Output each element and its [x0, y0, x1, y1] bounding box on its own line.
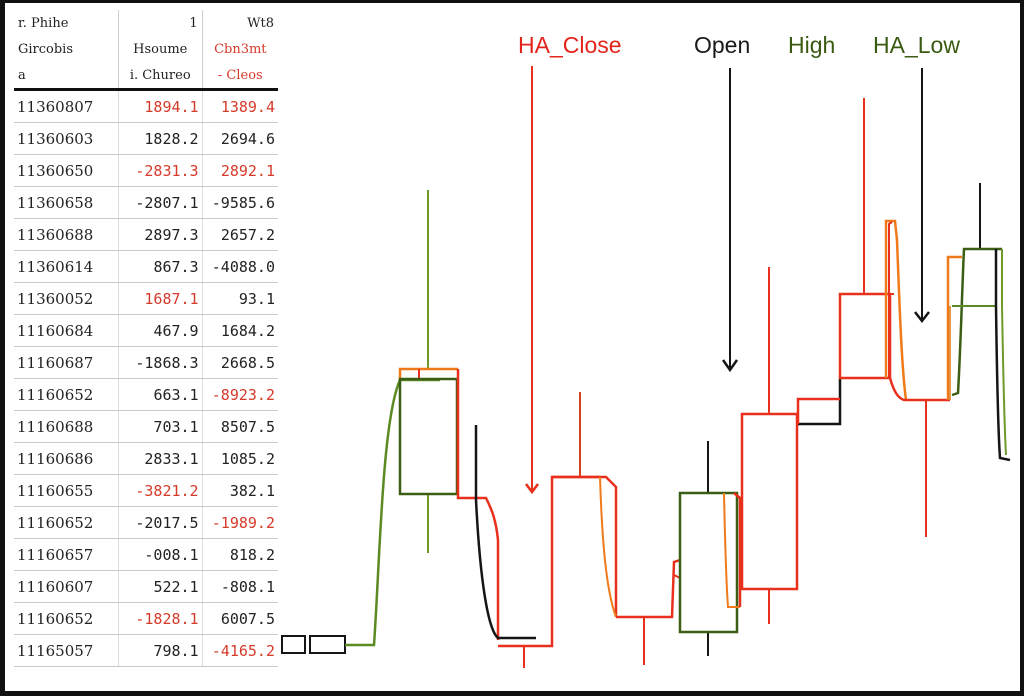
row-id-cell: 11160686: [14, 442, 119, 475]
value-b-cell: -9585.6: [201, 186, 278, 219]
value-a-cell: 663.1: [117, 378, 203, 411]
value-a-cell: 1894.1: [117, 89, 203, 123]
value-a-cell: 703.1: [117, 410, 203, 443]
row-id-cell: 11160657: [14, 538, 119, 571]
value-b-cell: 382.1: [201, 474, 278, 507]
legend-open: Open: [694, 32, 751, 58]
row-id-cell: 11160607: [14, 570, 119, 603]
table-row: 11160684 467.9 1684.2: [14, 314, 278, 347]
table-row: 11160652 663.1 -8923.2: [14, 378, 278, 411]
value-a-cell: -2017.5: [117, 506, 203, 539]
row-id-cell: 11160652: [14, 506, 119, 539]
table-row: 11160655 -3821.2 382.1: [14, 474, 278, 507]
row-id-cell: 11160687: [14, 346, 119, 379]
table-row: 11360614 867.3 -4088.0: [14, 250, 278, 283]
value-a-cell: -1828.1: [117, 602, 203, 635]
value-a-cell: 1687.1: [117, 282, 203, 315]
data-table: r. Phihe 1 Wt8 Gircobis Hsoume Cbn3mt a …: [14, 10, 278, 667]
row-id-cell: 11160655: [14, 474, 119, 507]
table-row: 11160687 -1868.3 2668.5: [14, 346, 278, 379]
value-a-cell: -2807.1: [117, 186, 203, 219]
frame-border-left: [0, 0, 5, 696]
row-id-cell: 11160652: [14, 378, 119, 411]
value-b-cell: 2657.2: [201, 218, 278, 251]
value-a-cell: 2897.3: [117, 218, 203, 251]
table-body: 11360807 1894.1 1389.4 11360603 1828.2 2694.6…: [14, 89, 278, 667]
value-b-cell: -4088.0: [201, 250, 278, 283]
value-b-cell: 2668.5: [201, 346, 278, 379]
table-row: 11160607 522.1 -808.1: [14, 570, 278, 603]
value-a-cell: 798.1: [117, 634, 203, 667]
table-row: 11360603 1828.2 2694.6: [14, 122, 278, 155]
value-b-cell: 8507.5: [201, 410, 278, 443]
frame-border-bottom: [0, 691, 1024, 696]
table-row: 11160688 703.1 8507.5: [14, 410, 278, 443]
value-b-cell: -4165.2: [201, 634, 278, 667]
value-b-cell: 93.1: [201, 282, 278, 315]
frame-border-top: [0, 0, 1024, 3]
table-row: 11360650 -2831.3 2892.1: [14, 154, 278, 187]
value-b-cell: 818.2: [201, 538, 278, 571]
row-id-cell: 11360603: [14, 122, 119, 155]
header-cell: Cbn3mt: [201, 36, 278, 62]
row-id-cell: 11360658: [14, 186, 119, 219]
value-a-cell: -2831.3: [117, 154, 203, 187]
table-header-row: Gircobis Hsoume Cbn3mt: [14, 36, 278, 62]
legend-ha-close: HA_Close: [518, 32, 622, 58]
value-a-cell: -1868.3: [117, 346, 203, 379]
row-id-cell: 11360052: [14, 282, 119, 315]
table-row: 11160652 -1828.1 6007.5: [14, 602, 278, 635]
header-cell: r. Phihe: [18, 15, 69, 31]
row-id-cell: 11160652: [14, 602, 119, 635]
table-row: 11360658 -2807.1 -9585.6: [14, 186, 278, 219]
value-b-cell: -1989.2: [201, 506, 278, 539]
value-b-cell: -808.1: [201, 570, 278, 603]
value-a-cell: 467.9: [117, 314, 203, 347]
frame-border-right: [1020, 0, 1024, 696]
value-a-cell: 867.3: [117, 250, 203, 283]
table-header-row: r. Phihe 1 Wt8: [14, 10, 278, 36]
legend-high: High: [788, 32, 836, 58]
row-id-cell: 11360688: [14, 218, 119, 251]
table-header-row: a i. Chureo - Cleos: [14, 62, 278, 91]
header-cell: Hsoume: [117, 36, 203, 62]
value-a-cell: -008.1: [117, 538, 203, 571]
table-row: 11360052 1687.1 93.1: [14, 282, 278, 315]
row-id-cell: 11165057: [14, 634, 119, 667]
candles: [281, 98, 1011, 668]
header-cell: Wt8: [201, 10, 278, 36]
table-row: 11160657 -008.1 818.2: [14, 538, 278, 571]
annotation-arrows: [525, 66, 930, 495]
row-id-cell: 11360650: [14, 154, 119, 187]
value-a-cell: -3821.2: [117, 474, 203, 507]
table-row: 11360688 2897.3 2657.2: [14, 218, 278, 251]
table-row: 11360807 1894.1 1389.4: [14, 89, 278, 123]
header-cell: a: [14, 62, 119, 91]
row-id-cell: 11360614: [14, 250, 119, 283]
value-a-cell: 522.1: [117, 570, 203, 603]
row-id-cell: 11160684: [14, 314, 119, 347]
header-cell: 1: [117, 10, 203, 36]
value-a-cell: 1828.2: [117, 122, 203, 155]
value-b-cell: 2694.6: [201, 122, 278, 155]
value-a-cell: 2833.1: [117, 442, 203, 475]
data-table-panel: r. Phihe 1 Wt8 Gircobis Hsoume Cbn3mt a …: [14, 10, 278, 667]
row-id-cell: 11360807: [14, 89, 119, 123]
header-cell: i. Chureo: [117, 62, 203, 91]
table-row: 11165057 798.1 -4165.2: [14, 634, 278, 667]
value-b-cell: 1389.4: [201, 89, 278, 123]
value-b-cell: 6007.5: [201, 602, 278, 635]
value-b-cell: -8923.2: [201, 378, 278, 411]
legend-ha-low: HA_Low: [873, 32, 960, 58]
header-cell: Gircobis: [18, 41, 74, 57]
header-cell: - Cleos: [201, 62, 278, 91]
value-b-cell: 1085.2: [201, 442, 278, 475]
table-row: 11160652 -2017.5 -1989.2: [14, 506, 278, 539]
value-b-cell: 2892.1: [201, 154, 278, 187]
value-b-cell: 1684.2: [201, 314, 278, 347]
row-id-cell: 11160688: [14, 410, 119, 443]
table-row: 11160686 2833.1 1085.2: [14, 442, 278, 475]
